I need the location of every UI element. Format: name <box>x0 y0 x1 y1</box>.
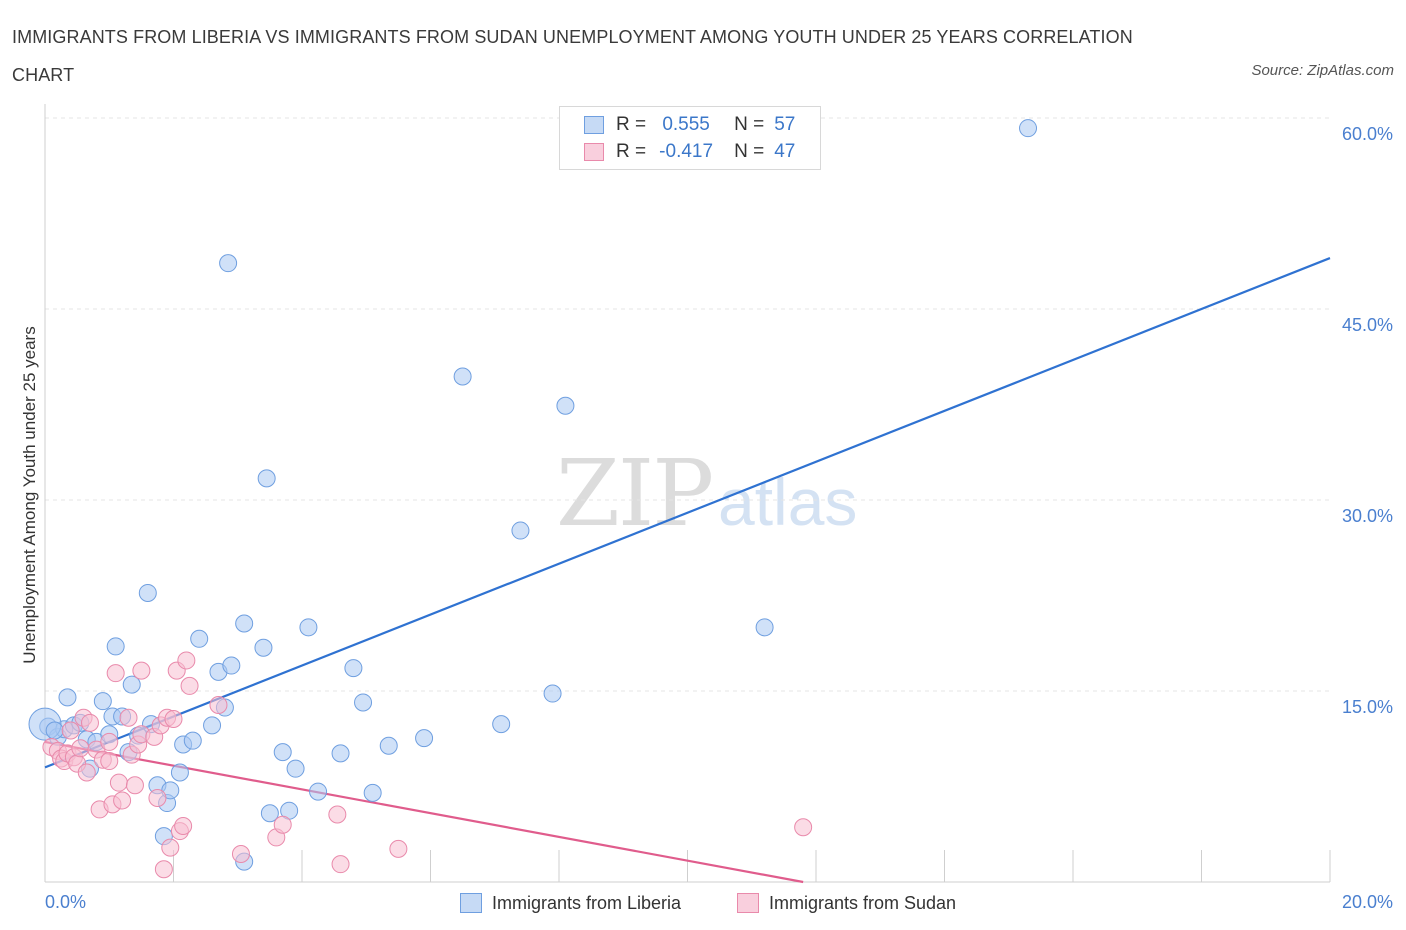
legend-n-label: N = <box>734 114 765 135</box>
point-sudan <box>328 805 347 824</box>
x-tick-label: 20.0% <box>1342 892 1393 912</box>
point-liberia <box>543 684 562 703</box>
point-sudan <box>132 661 151 680</box>
chart-source: Source: ZipAtlas.com <box>1251 62 1394 79</box>
point-liberia <box>453 367 472 386</box>
point-sudan <box>174 816 193 835</box>
point-liberia <box>260 804 279 823</box>
axes <box>44 104 1331 883</box>
y-tick-label: 15.0% <box>1342 697 1393 717</box>
point-sudan <box>113 791 132 810</box>
point-sudan <box>77 763 96 782</box>
point-liberia <box>183 731 202 750</box>
point-liberia <box>363 783 382 802</box>
legend-n-value-liberia: 57 <box>774 114 796 135</box>
point-sudan <box>125 776 144 795</box>
point-liberia <box>344 659 363 678</box>
watermark-zip: ZIP <box>556 440 714 547</box>
point-liberia <box>1019 119 1038 138</box>
point-sudan <box>177 651 196 670</box>
point-liberia <box>257 469 276 488</box>
point-liberia <box>203 716 222 735</box>
x-tick-label: 0.0% <box>45 892 86 912</box>
trend-line-sudan <box>44 740 804 884</box>
point-sudan <box>106 664 125 683</box>
point-liberia <box>222 656 241 675</box>
point-sudan <box>161 838 180 857</box>
point-sudan <box>231 844 250 863</box>
point-sudan <box>119 708 138 727</box>
point-liberia <box>492 715 511 734</box>
legend-row-liberia: R = 0.555 N = 57 <box>584 113 795 137</box>
y-tick-label: 30.0% <box>1342 506 1393 526</box>
point-sudan <box>164 710 183 729</box>
bottom-legend-swatch-sudan <box>737 893 759 913</box>
point-liberia <box>254 638 273 657</box>
point-sudan <box>273 815 292 834</box>
trend-lines <box>44 257 1331 884</box>
point-liberia <box>309 782 328 801</box>
point-liberia <box>58 688 77 707</box>
point-liberia <box>45 721 64 740</box>
legend-r-value-liberia: 0.555 <box>662 114 710 135</box>
point-liberia <box>273 743 292 762</box>
chart-title: IMMIGRANTS FROM LIBERIA VS IMMIGRANTS FR… <box>12 27 1133 85</box>
bottom-legend-sudan: Immigrants from Sudan <box>737 890 956 916</box>
point-liberia <box>138 583 157 602</box>
point-sudan <box>109 773 128 792</box>
point-liberia <box>511 521 530 540</box>
bottom-legend-label-liberia: Immigrants from Liberia <box>492 892 682 913</box>
point-sudan <box>331 855 350 874</box>
point-liberia <box>379 736 398 755</box>
legend-swatch-sudan <box>584 143 604 161</box>
point-liberia <box>122 675 141 694</box>
legend-swatch-liberia <box>584 116 604 134</box>
bottom-legend-label-sudan: Immigrants from Sudan <box>769 892 957 913</box>
point-sudan <box>100 732 119 751</box>
legend-row-sudan: R = -0.417 N = 47 <box>584 140 795 164</box>
y-tick-label: 60.0% <box>1342 124 1393 144</box>
legend-n-label: N = <box>734 141 765 162</box>
correlation-legend: R = 0.555 N = 57 R = -0.417 N = 47 <box>559 106 821 170</box>
bottom-legend-swatch-liberia <box>460 893 482 913</box>
point-liberia <box>755 618 774 637</box>
legend-r-value-sudan: -0.417 <box>659 141 714 162</box>
point-sudan <box>389 839 408 858</box>
point-sudan <box>61 721 80 740</box>
point-liberia <box>190 629 209 648</box>
legend-r-label: R = <box>616 141 647 162</box>
point-sudan <box>209 696 228 715</box>
point-liberia <box>415 729 434 748</box>
point-liberia <box>170 763 189 782</box>
grid-lines <box>45 117 1330 692</box>
point-sudan <box>71 739 90 758</box>
point-liberia <box>93 692 112 711</box>
point-liberia <box>299 618 318 637</box>
legend-r-label: R = <box>616 114 647 135</box>
point-liberia <box>331 744 350 763</box>
bottom-legend-liberia: Immigrants from Liberia <box>460 890 681 916</box>
point-sudan <box>148 788 167 807</box>
point-sudan <box>80 713 99 732</box>
trend-line-liberia <box>44 257 1331 769</box>
point-sudan <box>794 818 813 837</box>
tick-labels: 15.0% 30.0% 45.0% 60.0% 0.0% 20.0% <box>45 124 1393 912</box>
point-sudan <box>100 752 119 771</box>
point-liberia <box>286 759 305 778</box>
y-tick-label: 45.0% <box>1342 315 1393 335</box>
point-sudan <box>180 676 199 695</box>
point-liberia <box>354 693 373 712</box>
point-liberia <box>556 396 575 415</box>
point-liberia <box>106 637 125 656</box>
point-sudan <box>154 860 173 879</box>
point-liberia <box>219 254 238 273</box>
watermark-atlas: atlas <box>718 465 858 539</box>
data-points <box>28 119 1038 879</box>
legend-n-value-sudan: 47 <box>774 141 796 162</box>
point-liberia <box>235 614 254 633</box>
